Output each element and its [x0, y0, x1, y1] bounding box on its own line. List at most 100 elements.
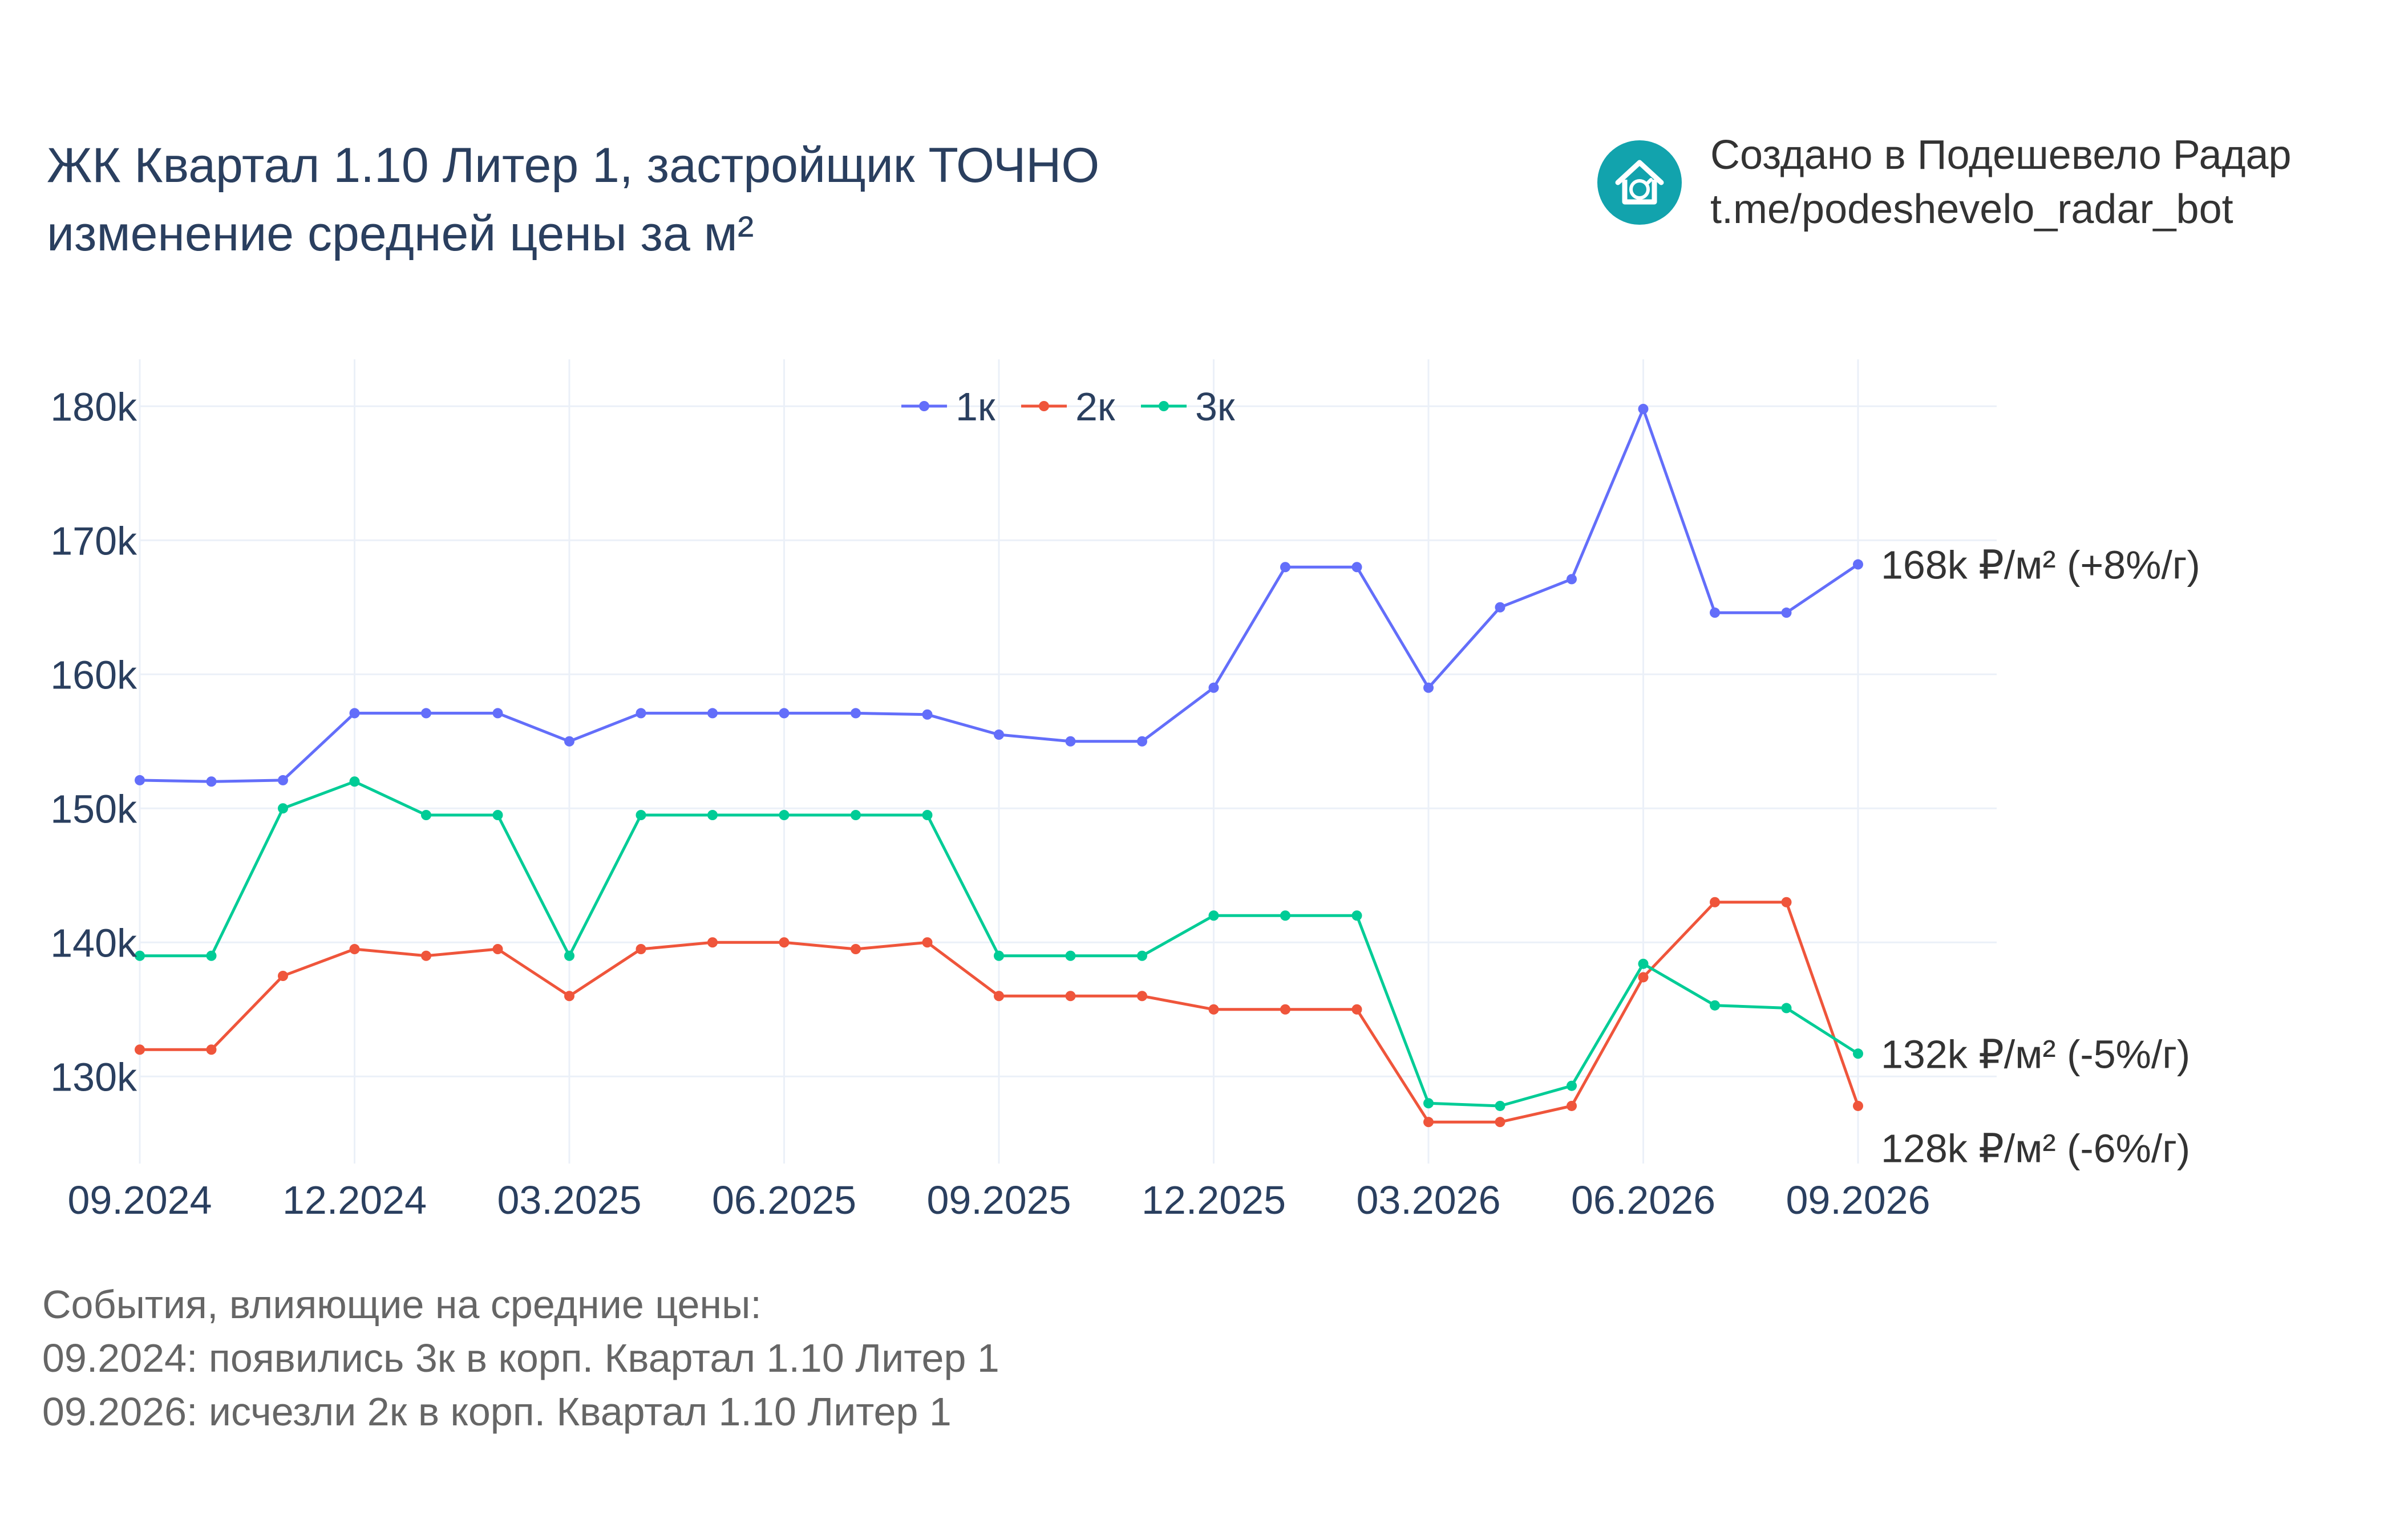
data-point[interactable] — [564, 736, 574, 747]
data-point[interactable] — [1423, 682, 1434, 693]
series — [135, 403, 1863, 1128]
data-point[interactable] — [1351, 1004, 1362, 1015]
data-point[interactable] — [1495, 1100, 1505, 1111]
data-point[interactable] — [1280, 562, 1290, 573]
data-point[interactable] — [636, 810, 646, 820]
data-point[interactable] — [421, 810, 431, 820]
x-tick-label: 09.2026 — [1786, 1178, 1930, 1222]
data-point[interactable] — [1853, 1100, 1863, 1111]
data-point[interactable] — [707, 937, 718, 948]
data-point[interactable] — [206, 950, 217, 961]
data-point[interactable] — [779, 708, 790, 719]
data-point[interactable] — [1208, 910, 1219, 921]
data-point[interactable] — [1495, 602, 1505, 613]
data-point[interactable] — [1710, 1000, 1720, 1011]
data-point[interactable] — [1423, 1117, 1434, 1128]
data-point[interactable] — [1065, 736, 1076, 747]
data-point[interactable] — [1567, 1080, 1577, 1091]
data-point[interactable] — [135, 775, 145, 785]
y-tick-label: 160k — [50, 653, 137, 697]
data-point[interactable] — [349, 708, 360, 719]
data-point[interactable] — [636, 708, 646, 719]
events-heading: События, влияющие на средние цены: — [42, 1282, 762, 1327]
data-point[interactable] — [1567, 1100, 1577, 1111]
y-tick-label: 180k — [50, 384, 137, 429]
data-point[interactable] — [1710, 897, 1720, 907]
data-point[interactable] — [1351, 562, 1362, 573]
data-point[interactable] — [707, 708, 718, 719]
data-point[interactable] — [1853, 1048, 1863, 1059]
line-chart: 130k 140k 150k 160k 170k 180k 09.2024 12.2024 03… — [50, 359, 2200, 1222]
legend-marker — [1039, 401, 1049, 411]
branding-link[interactable]: t.me/podeshevelo_radar_bot — [1710, 187, 2233, 232]
legend-marker — [919, 401, 929, 411]
data-point[interactable] — [1853, 559, 1863, 570]
data-point[interactable] — [1065, 950, 1076, 961]
data-point[interactable] — [922, 709, 933, 720]
data-point[interactable] — [278, 775, 288, 785]
data-point[interactable] — [135, 950, 145, 961]
data-point[interactable] — [1781, 1003, 1792, 1014]
data-point[interactable] — [636, 944, 646, 954]
data-point[interactable] — [1137, 736, 1147, 747]
data-point[interactable] — [1495, 1117, 1505, 1128]
data-point[interactable] — [421, 708, 431, 719]
data-point[interactable] — [1280, 1004, 1290, 1015]
data-point[interactable] — [564, 950, 574, 961]
events-note: События, влияющие на средние цены: 09.20… — [42, 1278, 999, 1438]
data-point[interactable] — [922, 937, 933, 948]
data-point[interactable] — [421, 950, 431, 961]
data-point[interactable] — [1710, 607, 1720, 618]
data-point[interactable] — [1638, 958, 1649, 969]
data-point[interactable] — [206, 776, 217, 787]
data-point[interactable] — [994, 950, 1004, 961]
data-point[interactable] — [1638, 403, 1649, 414]
branding-line-1: Создано в Подешевело Радар — [1710, 132, 2292, 178]
legend-item-1к[interactable]: 1к — [901, 384, 995, 429]
title-line-2: изменение средней цены за м² — [47, 206, 754, 261]
data-point[interactable] — [564, 991, 574, 1002]
data-point[interactable] — [1781, 897, 1792, 907]
data-point[interactable] — [779, 937, 790, 948]
x-tick-label: 12.2024 — [282, 1178, 427, 1222]
data-point[interactable] — [1137, 950, 1147, 961]
data-point[interactable] — [1567, 574, 1577, 585]
data-point[interactable] — [349, 944, 360, 954]
data-point[interactable] — [1280, 910, 1290, 921]
title-line-1: ЖК Квартал 1.10 Литер 1, застройщик ТОЧН… — [47, 138, 1100, 193]
data-point[interactable] — [1638, 972, 1649, 983]
data-point[interactable] — [851, 708, 861, 719]
data-point[interactable] — [206, 1044, 217, 1055]
legend: 1к 2к 3к — [901, 384, 1235, 429]
legend-label: 2к — [1075, 384, 1115, 429]
data-point[interactable] — [492, 810, 503, 820]
event-item: 09.2026: исчезли 2к в корп. Квартал 1.10… — [42, 1389, 952, 1434]
data-point[interactable] — [779, 810, 790, 820]
data-point[interactable] — [1137, 991, 1147, 1002]
data-point[interactable] — [1065, 991, 1076, 1002]
data-point[interactable] — [994, 991, 1004, 1002]
data-point[interactable] — [707, 810, 718, 820]
y-tick-label: 170k — [50, 518, 137, 563]
x-tick-label: 09.2024 — [67, 1178, 212, 1222]
data-point[interactable] — [851, 944, 861, 954]
end-value-label: 168k ₽/м² (+8%/г) — [1881, 543, 2200, 587]
data-point[interactable] — [1208, 1004, 1219, 1015]
data-point[interactable] — [492, 944, 503, 954]
x-tick-label: 03.2025 — [497, 1178, 641, 1222]
data-point[interactable] — [135, 1044, 145, 1055]
data-point[interactable] — [1423, 1098, 1434, 1109]
data-point[interactable] — [994, 730, 1004, 740]
data-point[interactable] — [278, 803, 288, 814]
data-point[interactable] — [1351, 910, 1362, 921]
legend-marker — [1159, 401, 1169, 411]
data-point[interactable] — [1781, 607, 1792, 618]
data-point[interactable] — [278, 971, 288, 981]
data-point[interactable] — [922, 810, 933, 820]
legend-item-3к[interactable]: 3к — [1141, 384, 1235, 429]
data-point[interactable] — [492, 708, 503, 719]
data-point[interactable] — [349, 776, 360, 787]
data-point[interactable] — [1208, 682, 1219, 693]
data-point[interactable] — [851, 810, 861, 820]
legend-item-2к[interactable]: 2к — [1021, 384, 1115, 429]
